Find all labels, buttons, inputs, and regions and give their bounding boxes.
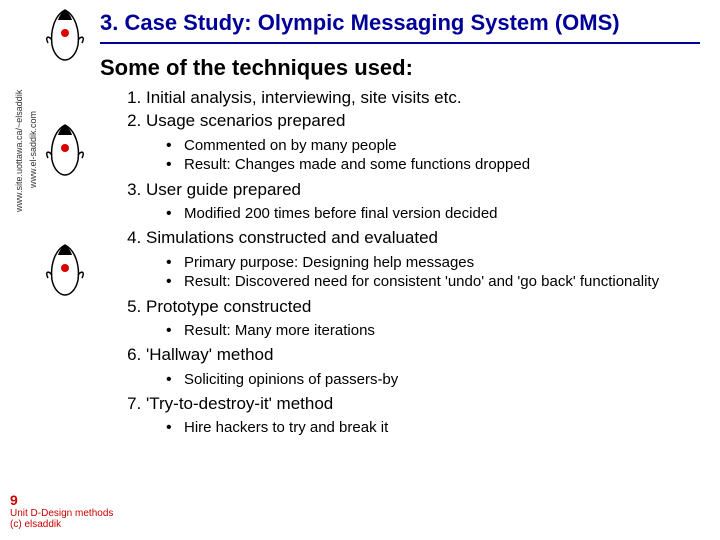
title-rule: [100, 42, 700, 44]
slide-title: 3. Case Study: Olympic Messaging System …: [100, 10, 700, 36]
list-item: Initial analysis, interviewing, site vis…: [146, 87, 700, 108]
list-item: Usage scenarios prepared Commented on by…: [146, 110, 700, 174]
item-text: 'Try-to-destroy-it' method: [146, 394, 333, 413]
duke-mascot-icon: [40, 5, 90, 65]
sublist: Commented on by many people Result: Chan…: [146, 136, 700, 175]
item-text: Initial analysis, interviewing, site vis…: [146, 88, 462, 107]
footer-line-2: (c) elsaddik: [10, 519, 113, 530]
list-item: Simulations constructed and evaluated Pr…: [146, 227, 700, 291]
footer-line-1: Unit D-Design methods: [10, 508, 113, 519]
item-text: 'Hallway' method: [146, 345, 273, 364]
sublist: Primary purpose: Designing help messages…: [146, 253, 700, 292]
sidebar-url-1: www.site.uottawa.ca/~elsaddik: [14, 32, 24, 212]
page-number: 9: [10, 492, 113, 508]
list-item: User guide prepared Modified 200 times b…: [146, 179, 700, 224]
duke-mascot-icon: [40, 240, 90, 300]
sub-item: Primary purpose: Designing help messages: [166, 253, 700, 273]
item-text: Simulations constructed and evaluated: [146, 228, 438, 247]
sublist: Result: Many more iterations: [146, 321, 700, 341]
sidebar-url-2: www.el-saddik.com: [28, 8, 38, 188]
list-item: 'Hallway' method Soliciting opinions of …: [146, 344, 700, 389]
list-item: Prototype constructed Result: Many more …: [146, 296, 700, 341]
sub-item: Result: Discovered need for consistent '…: [166, 272, 700, 292]
sublist: Soliciting opinions of passers-by: [146, 370, 700, 390]
item-text: Usage scenarios prepared: [146, 111, 345, 130]
sub-item: Result: Many more iterations: [166, 321, 700, 341]
sub-item: Soliciting opinions of passers-by: [166, 370, 700, 390]
sub-item: Commented on by many people: [166, 136, 700, 156]
footer: 9 Unit D-Design methods (c) elsaddik: [10, 492, 113, 530]
item-text: Prototype constructed: [146, 297, 311, 316]
sublist: Hire hackers to try and break it: [146, 418, 700, 438]
sub-item: Modified 200 times before final version …: [166, 204, 700, 224]
item-text: User guide prepared: [146, 180, 301, 199]
subtitle: Some of the techniques used:: [100, 55, 700, 81]
duke-mascot-icon: [40, 120, 90, 180]
content-area: Some of the techniques used: Initial ana…: [100, 55, 700, 442]
technique-list: Initial analysis, interviewing, site vis…: [100, 87, 700, 438]
list-item: 'Try-to-destroy-it' method Hire hackers …: [146, 393, 700, 438]
sublist: Modified 200 times before final version …: [146, 204, 700, 224]
sub-item: Hire hackers to try and break it: [166, 418, 700, 438]
sub-item: Result: Changes made and some functions …: [166, 155, 700, 175]
